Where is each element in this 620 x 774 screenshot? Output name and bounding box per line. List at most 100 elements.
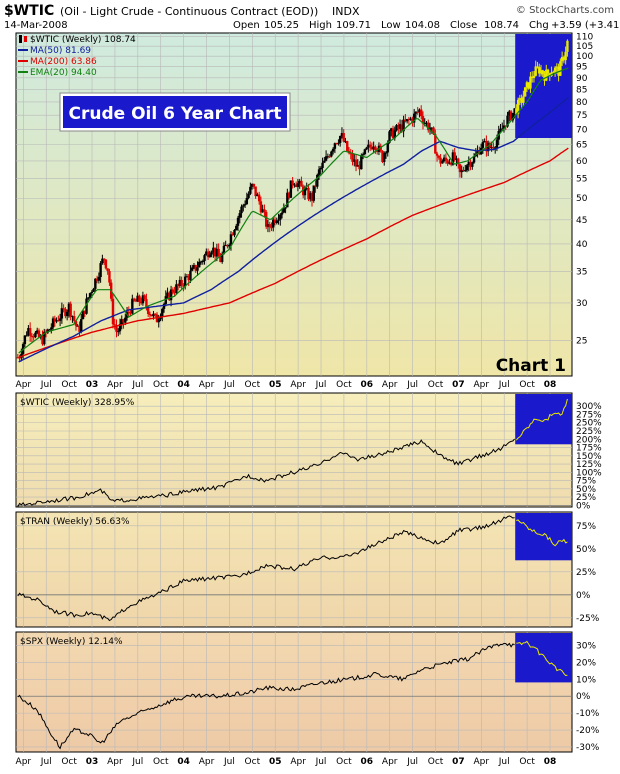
candle-body: [80, 319, 83, 332]
candle-body: [349, 153, 352, 155]
candle-body: [173, 292, 176, 294]
candle-body: [169, 289, 173, 301]
x-tick-label: 07: [452, 757, 465, 767]
candle-body: [120, 319, 123, 325]
candle-body: [402, 119, 405, 132]
y-tick-label: 10%: [576, 675, 596, 685]
x-tick-label: Apr: [474, 380, 490, 390]
candle-body: [305, 188, 308, 190]
x-tick-label: Jul: [406, 757, 418, 767]
candle-body: [16, 357, 20, 359]
candle-body: [523, 87, 527, 97]
candle-body: [243, 204, 247, 206]
y-tick-label: 75%: [576, 522, 596, 532]
candle-body: [518, 98, 522, 100]
y-tick-label: 80: [576, 98, 588, 108]
candle-body: [351, 153, 354, 162]
candle-body: [309, 193, 312, 200]
candle-body: [129, 312, 132, 314]
candle-body: [199, 261, 203, 263]
ema20-line: [18, 67, 569, 354]
candle-body: [411, 118, 414, 123]
highlight-box: [515, 34, 572, 138]
candle-body: [545, 69, 548, 81]
candle-body: [564, 51, 567, 61]
candle-body: [395, 125, 398, 131]
x-tick-label: 08: [544, 380, 557, 390]
candle-body: [76, 325, 79, 327]
candle-body: [365, 147, 368, 150]
candle-body: [64, 308, 67, 317]
candle-body: [36, 330, 39, 333]
candle-body: [472, 156, 476, 163]
x-tick-label: 04: [177, 757, 190, 767]
panel-background: [15, 511, 573, 628]
price-x-axis: Apr Jul Oct 03 Apr Jul Oct 04 Apr Jul Oct 05 Apr Jul O…: [16, 380, 557, 390]
x-tick-label: Oct: [61, 757, 77, 767]
candle-body: [51, 318, 55, 328]
chart-title-box: Crude Oil 6 Year Chart: [59, 92, 291, 132]
x-tick-label: Jul: [315, 380, 327, 390]
legend-swatch-price-down: [24, 36, 27, 42]
candle-body: [307, 188, 310, 200]
candle-body: [361, 154, 365, 156]
candle-body: [242, 205, 245, 207]
candle-body: [432, 127, 435, 135]
candle-body: [397, 125, 400, 129]
candle-body: [383, 152, 386, 162]
candle-body: [154, 313, 157, 315]
x-tick-label: Jul: [406, 380, 418, 390]
candle-body: [388, 131, 391, 143]
performance-line-highlight: [516, 519, 568, 547]
x-tick-label: Oct: [245, 380, 261, 390]
candle-body: [256, 194, 259, 197]
close-value: 108.74: [484, 20, 519, 31]
candle-body: [175, 284, 178, 293]
candle-body: [530, 76, 534, 78]
candle-body: [240, 206, 243, 214]
y-tick-label: 30%: [576, 642, 596, 652]
x-tick-label: Oct: [153, 757, 169, 767]
candle-body: [294, 184, 298, 187]
candle-body: [289, 180, 293, 198]
candle-body: [502, 125, 506, 129]
ohlc-summary: Open 105.25 High 109.71 Low 104.08 Close…: [233, 20, 620, 31]
candle-body: [421, 116, 425, 124]
y-tick-label: 70: [576, 125, 588, 135]
candle-body: [189, 270, 192, 281]
x-tick-label: Oct: [428, 757, 444, 767]
y-tick-label: 110: [576, 33, 593, 43]
candle-body: [317, 169, 321, 175]
candle-body: [138, 295, 141, 303]
candle-body: [236, 217, 240, 226]
candle-body: [127, 311, 131, 313]
candle-body: [233, 229, 236, 236]
candle-body: [65, 311, 69, 317]
x-tick-label: 08: [544, 757, 557, 767]
candle-body: [513, 108, 516, 113]
candle-body: [132, 298, 136, 301]
candle-body: [275, 220, 278, 223]
candle-body: [516, 99, 520, 114]
candle-body: [342, 133, 345, 142]
candle-body: [548, 73, 552, 76]
candle-body: [213, 247, 217, 257]
candle-body: [391, 128, 395, 139]
candle-body: [37, 330, 41, 338]
candle-body: [506, 115, 509, 127]
candle-body: [117, 331, 120, 333]
candle-body: [245, 197, 249, 205]
candle-body: [226, 245, 229, 247]
candle-body: [446, 160, 449, 164]
candle-body: [168, 292, 171, 301]
candle-body: [161, 308, 164, 317]
candle-body: [46, 329, 49, 333]
x-tick-label: Apr: [382, 757, 398, 767]
candle-body: [228, 244, 231, 247]
x-tick-label: Jul: [40, 380, 52, 390]
x-tick-label: Apr: [16, 380, 32, 390]
x-tick-label: Jul: [498, 380, 510, 390]
candle-body: [374, 146, 377, 150]
